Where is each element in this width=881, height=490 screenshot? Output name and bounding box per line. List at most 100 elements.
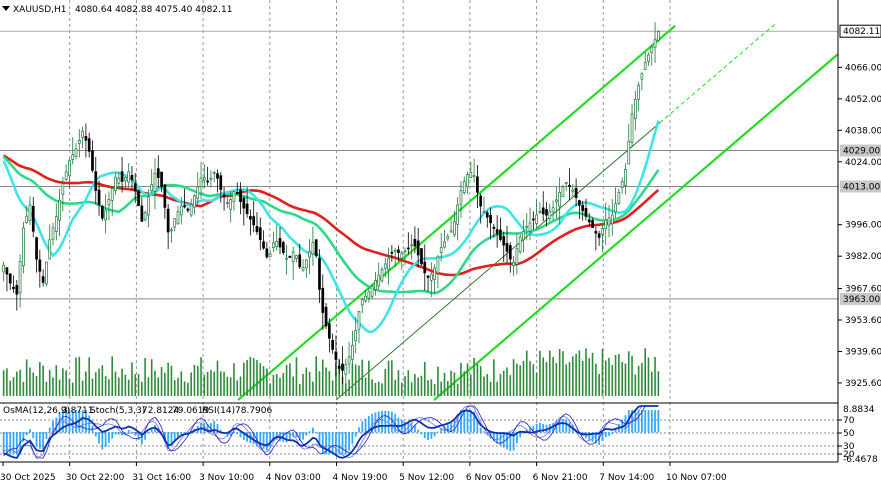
volume-bar xyxy=(529,361,531,396)
osma-bar xyxy=(170,432,173,447)
volume-bar xyxy=(48,370,51,396)
volume-bar xyxy=(578,350,581,396)
osma-bar xyxy=(144,432,147,440)
candle-body xyxy=(341,363,344,371)
candle-body xyxy=(459,190,463,205)
oscillator-header: OsMA(12,26,9) 3.8711 Stoch(5,3,3) 72.812… xyxy=(3,406,272,416)
candle-body xyxy=(308,251,311,258)
osma-bar xyxy=(315,432,318,434)
candle-body xyxy=(71,154,75,160)
volume-bar xyxy=(196,365,199,396)
volume-bar xyxy=(400,382,403,396)
osma-bar xyxy=(390,411,393,433)
osma-bar xyxy=(147,432,150,434)
volume-bar xyxy=(75,357,77,396)
volume-bar xyxy=(624,363,627,396)
osma-bar xyxy=(55,417,58,433)
osma-bar xyxy=(374,412,377,433)
volume-bar xyxy=(282,372,285,396)
osma-bar xyxy=(150,428,153,433)
osma-bar xyxy=(308,431,311,433)
osma-bar xyxy=(654,410,656,433)
volume-bar xyxy=(499,374,502,396)
candle-body xyxy=(107,199,111,206)
candle-body xyxy=(304,259,308,269)
candle-body xyxy=(202,177,206,181)
candle-body xyxy=(525,225,529,229)
volume-bar xyxy=(611,365,614,396)
osma-bar xyxy=(450,422,452,433)
rsi-value: 78.7906 xyxy=(235,406,272,416)
volume-bar xyxy=(239,376,242,396)
osma-bar xyxy=(127,429,130,433)
osma-bar xyxy=(2,432,5,455)
candle-body xyxy=(22,227,25,267)
osma-bar xyxy=(594,432,597,444)
osma-bar xyxy=(453,419,456,433)
osma-bar xyxy=(440,428,443,433)
candle-body xyxy=(232,191,236,203)
volume-bar xyxy=(470,374,472,396)
volume-bar xyxy=(12,377,15,396)
candle-body xyxy=(584,208,588,217)
rsi-line xyxy=(3,405,659,460)
price-label: 4066.00 xyxy=(845,63,881,73)
candle-body xyxy=(328,323,331,339)
candle-body xyxy=(374,280,377,290)
volume-bar xyxy=(203,374,206,396)
osma-bar xyxy=(529,427,531,433)
candle-body xyxy=(453,221,456,236)
volume-bar xyxy=(25,359,28,396)
dropdown-arrow-icon[interactable] xyxy=(2,6,10,11)
volume-bar xyxy=(117,377,120,396)
osma-bar xyxy=(88,415,91,433)
volume-bar xyxy=(512,359,515,396)
candle-body xyxy=(472,175,476,177)
candle-body xyxy=(2,264,5,273)
osma-bar xyxy=(512,432,515,451)
volume-bar xyxy=(275,373,278,396)
candle-body xyxy=(291,251,295,263)
candle-body xyxy=(601,228,604,235)
candle-body xyxy=(508,245,512,260)
osma-bar xyxy=(354,432,357,437)
candle-body xyxy=(515,248,519,265)
volume-bar xyxy=(443,372,446,396)
osma-bar xyxy=(226,432,229,437)
ma-cyan-line xyxy=(2,120,660,334)
osma-bar xyxy=(338,432,341,455)
volume-bar xyxy=(150,359,153,396)
candle-body xyxy=(499,229,502,240)
candle-body xyxy=(179,205,183,216)
candle-body xyxy=(193,195,196,208)
osma-bar xyxy=(499,432,502,446)
time-label: 30 Oct 22:00 xyxy=(66,473,125,483)
osma-bar xyxy=(219,429,222,433)
osma-bar xyxy=(272,432,275,442)
osma-bar xyxy=(364,418,367,433)
candle-body xyxy=(492,226,496,229)
volume-bar xyxy=(486,373,489,396)
osma-bar xyxy=(647,410,650,433)
candle-body xyxy=(489,214,492,224)
moving-averages xyxy=(2,120,660,334)
volume-bar xyxy=(134,374,137,396)
volume-bar xyxy=(509,375,512,396)
osma-bar xyxy=(203,422,206,433)
candle-body xyxy=(295,255,298,259)
volume-bar xyxy=(595,363,597,396)
candle-body xyxy=(548,211,552,219)
osma-bar xyxy=(644,410,647,433)
volume-bar xyxy=(545,362,548,396)
candle-body xyxy=(403,250,407,253)
ma-green-line xyxy=(2,155,660,295)
volume-bar xyxy=(335,361,337,396)
candle-body xyxy=(420,248,423,265)
candle-body xyxy=(150,184,154,191)
candle-body xyxy=(160,171,163,187)
osma-bar xyxy=(242,432,245,440)
volume-bar xyxy=(32,372,35,396)
